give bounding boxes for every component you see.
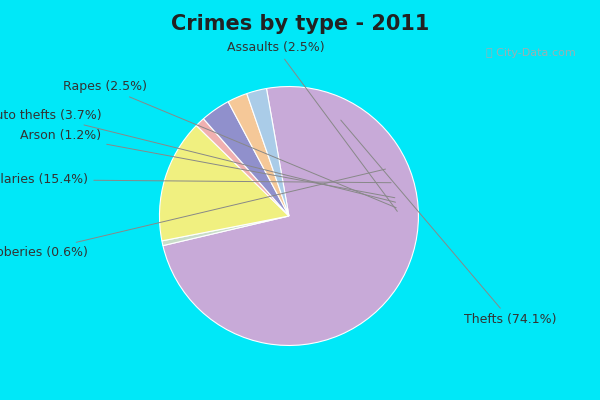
Text: Auto thefts (3.7%): Auto thefts (3.7%) <box>0 108 395 202</box>
Wedge shape <box>247 88 289 216</box>
Text: Arson (1.2%): Arson (1.2%) <box>20 129 395 198</box>
Text: Robberies (0.6%): Robberies (0.6%) <box>0 169 385 259</box>
Text: ⓘ City-Data.com: ⓘ City-Data.com <box>486 48 576 58</box>
Wedge shape <box>163 86 418 346</box>
Text: Crimes by type - 2011: Crimes by type - 2011 <box>171 14 429 34</box>
Wedge shape <box>196 119 289 216</box>
Wedge shape <box>160 126 289 241</box>
Wedge shape <box>203 102 289 216</box>
Text: Thefts (74.1%): Thefts (74.1%) <box>341 120 556 326</box>
Wedge shape <box>162 216 289 246</box>
Text: Rapes (2.5%): Rapes (2.5%) <box>62 80 396 208</box>
Text: Assaults (2.5%): Assaults (2.5%) <box>227 41 397 211</box>
Wedge shape <box>228 94 289 216</box>
Text: Burglaries (15.4%): Burglaries (15.4%) <box>0 173 391 186</box>
